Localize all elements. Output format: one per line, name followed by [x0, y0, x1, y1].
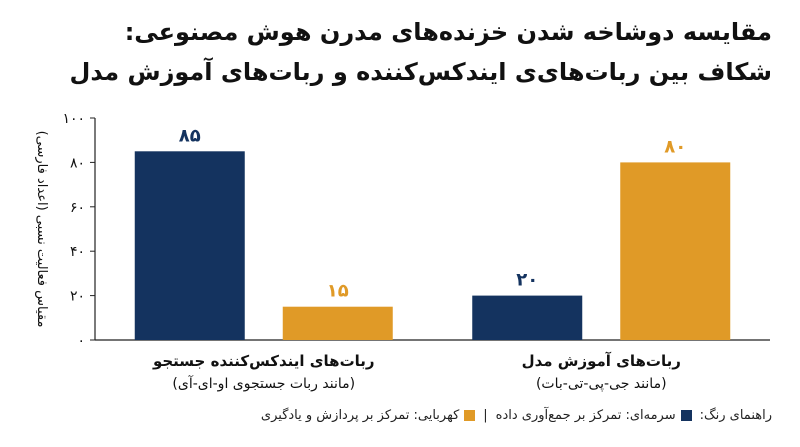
y-tick-label: ۰ [77, 333, 85, 349]
y-tick-label: ۲۰ [70, 289, 85, 305]
bar-navy [472, 295, 583, 340]
bar-amber [620, 162, 731, 340]
x-category-label: ربات‌های آموزش مدل [522, 352, 681, 370]
bar-navy [134, 151, 245, 340]
bar-value-label: ۲۰ [516, 270, 538, 291]
y-tick-label: ۶۰ [70, 200, 85, 216]
legend: راهنمای رنگ: سرمه‌ای: تمرکز بر جمع‌آوری … [261, 408, 772, 423]
legend-amber-label: کهربایی: تمرکز بر پردازش و یادگیری [260, 408, 460, 423]
legend-navy-swatch [680, 410, 692, 421]
y-axis-label: مقیاس فعالیت نسبی (اعداد فارسی) [34, 131, 49, 328]
x-category-label: ربات‌های ایندکس‌کننده جستجو [152, 352, 375, 370]
bar-value-label: ۸۵ [179, 125, 201, 146]
chart-title-line2: شکاف بین ربات‌های‌ی ایندکس‌کننده و ربات‌… [69, 58, 772, 86]
chart-title-line1: مقایسه دوشاخه شدن خزنده‌های مدرن هوش مصن… [124, 18, 772, 46]
legend-separator: | [483, 408, 488, 423]
bar-value-label: ۸۰ [664, 136, 686, 157]
bar-value-label: ۱۵ [327, 281, 349, 302]
x-category-sublabel: (مانند ربات جستجوی او-ای-آی) [172, 375, 355, 392]
y-tick-label: ۱۰۰ [62, 111, 85, 127]
x-category-sublabel: (مانند جی-پی-تی-بات) [536, 376, 667, 392]
y-tick-label: ۴۰ [70, 244, 85, 260]
legend-prefix: راهنمای رنگ: [699, 408, 772, 423]
y-tick-label: ۸۰ [70, 155, 85, 171]
legend-navy-label: سرمه‌ای: تمرکز بر جمع‌آوری داده [495, 408, 676, 423]
legend-amber-swatch [464, 410, 476, 421]
bar-amber [282, 306, 393, 340]
